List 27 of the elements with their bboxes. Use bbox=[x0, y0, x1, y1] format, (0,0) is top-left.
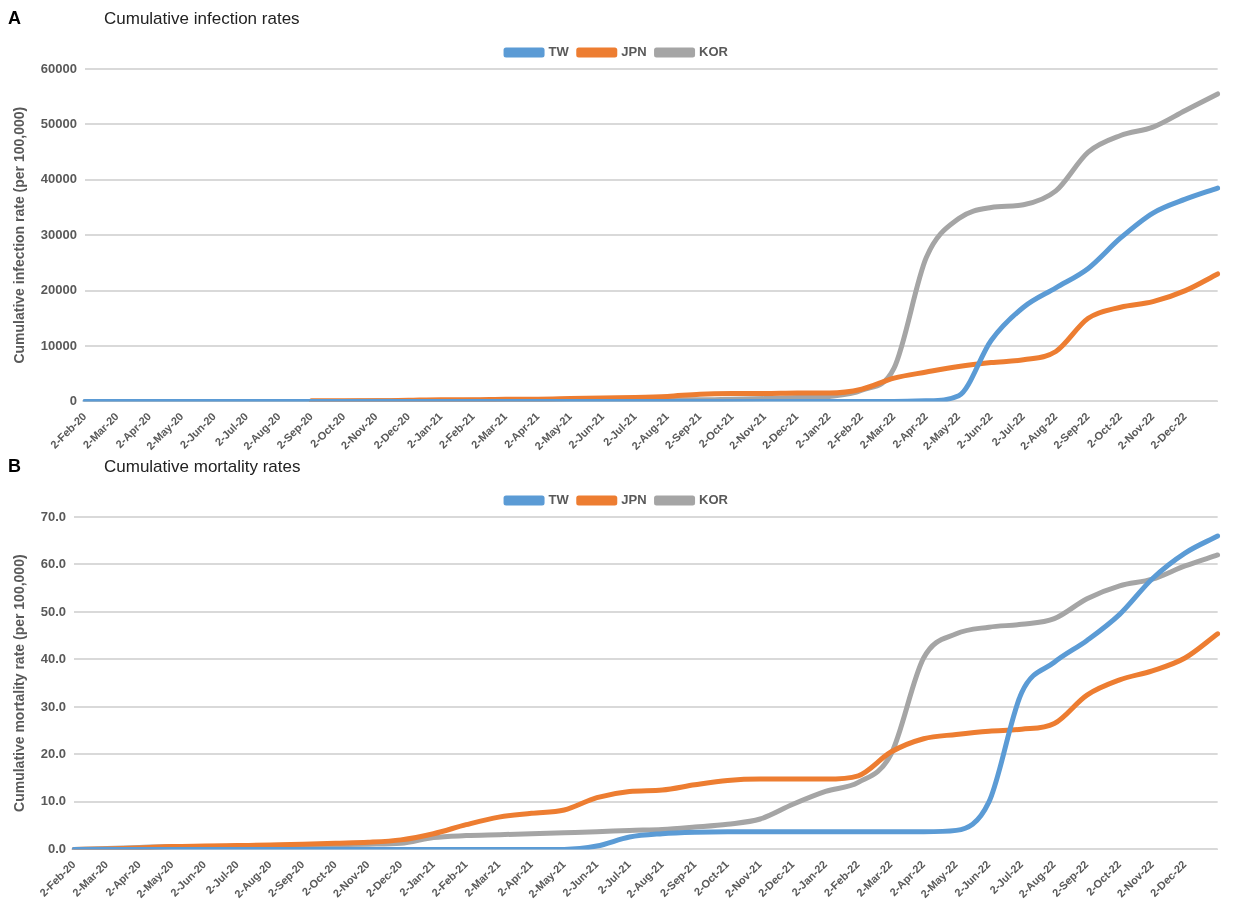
y-axis-title: Cumulative mortality rate (per 100,000) bbox=[11, 554, 28, 812]
y-tick-label: 10000 bbox=[40, 337, 77, 353]
y-tick-label: 50000 bbox=[40, 115, 77, 131]
y-tick-label: 0.0 bbox=[48, 840, 67, 856]
legend-label: JPN bbox=[621, 492, 647, 508]
y-tick-label: 20000 bbox=[40, 282, 77, 298]
text: A bbox=[8, 8, 22, 29]
legend-label: KOR bbox=[699, 44, 729, 60]
y-tick-label: 0 bbox=[69, 392, 77, 408]
text: B bbox=[8, 456, 22, 477]
y-tick-label: 40000 bbox=[40, 171, 77, 187]
y-tick-label: 30.0 bbox=[40, 698, 67, 714]
y-tick-label: 60.0 bbox=[40, 556, 67, 572]
y-tick-label: 70.0 bbox=[40, 508, 67, 524]
y-tick-label: 10.0 bbox=[40, 793, 67, 809]
chart-title: Cumulative mortality rates bbox=[104, 457, 301, 477]
y-tick-label: 20.0 bbox=[40, 745, 67, 761]
y-axis-title: Cumulative infection rate (per 100,000) bbox=[11, 106, 28, 364]
y-tick-label: 30000 bbox=[40, 226, 77, 242]
y-tick-label: 50.0 bbox=[40, 603, 67, 619]
y-tick-label: 60000 bbox=[40, 60, 77, 76]
legend-label: JPN bbox=[621, 44, 647, 60]
legend-label: KOR bbox=[699, 492, 729, 508]
legend-label: TW bbox=[548, 492, 570, 508]
y-tick-label: 40.0 bbox=[40, 651, 67, 667]
legend-label: TW bbox=[548, 44, 570, 60]
chart-title: Cumulative infection rates bbox=[104, 9, 300, 29]
